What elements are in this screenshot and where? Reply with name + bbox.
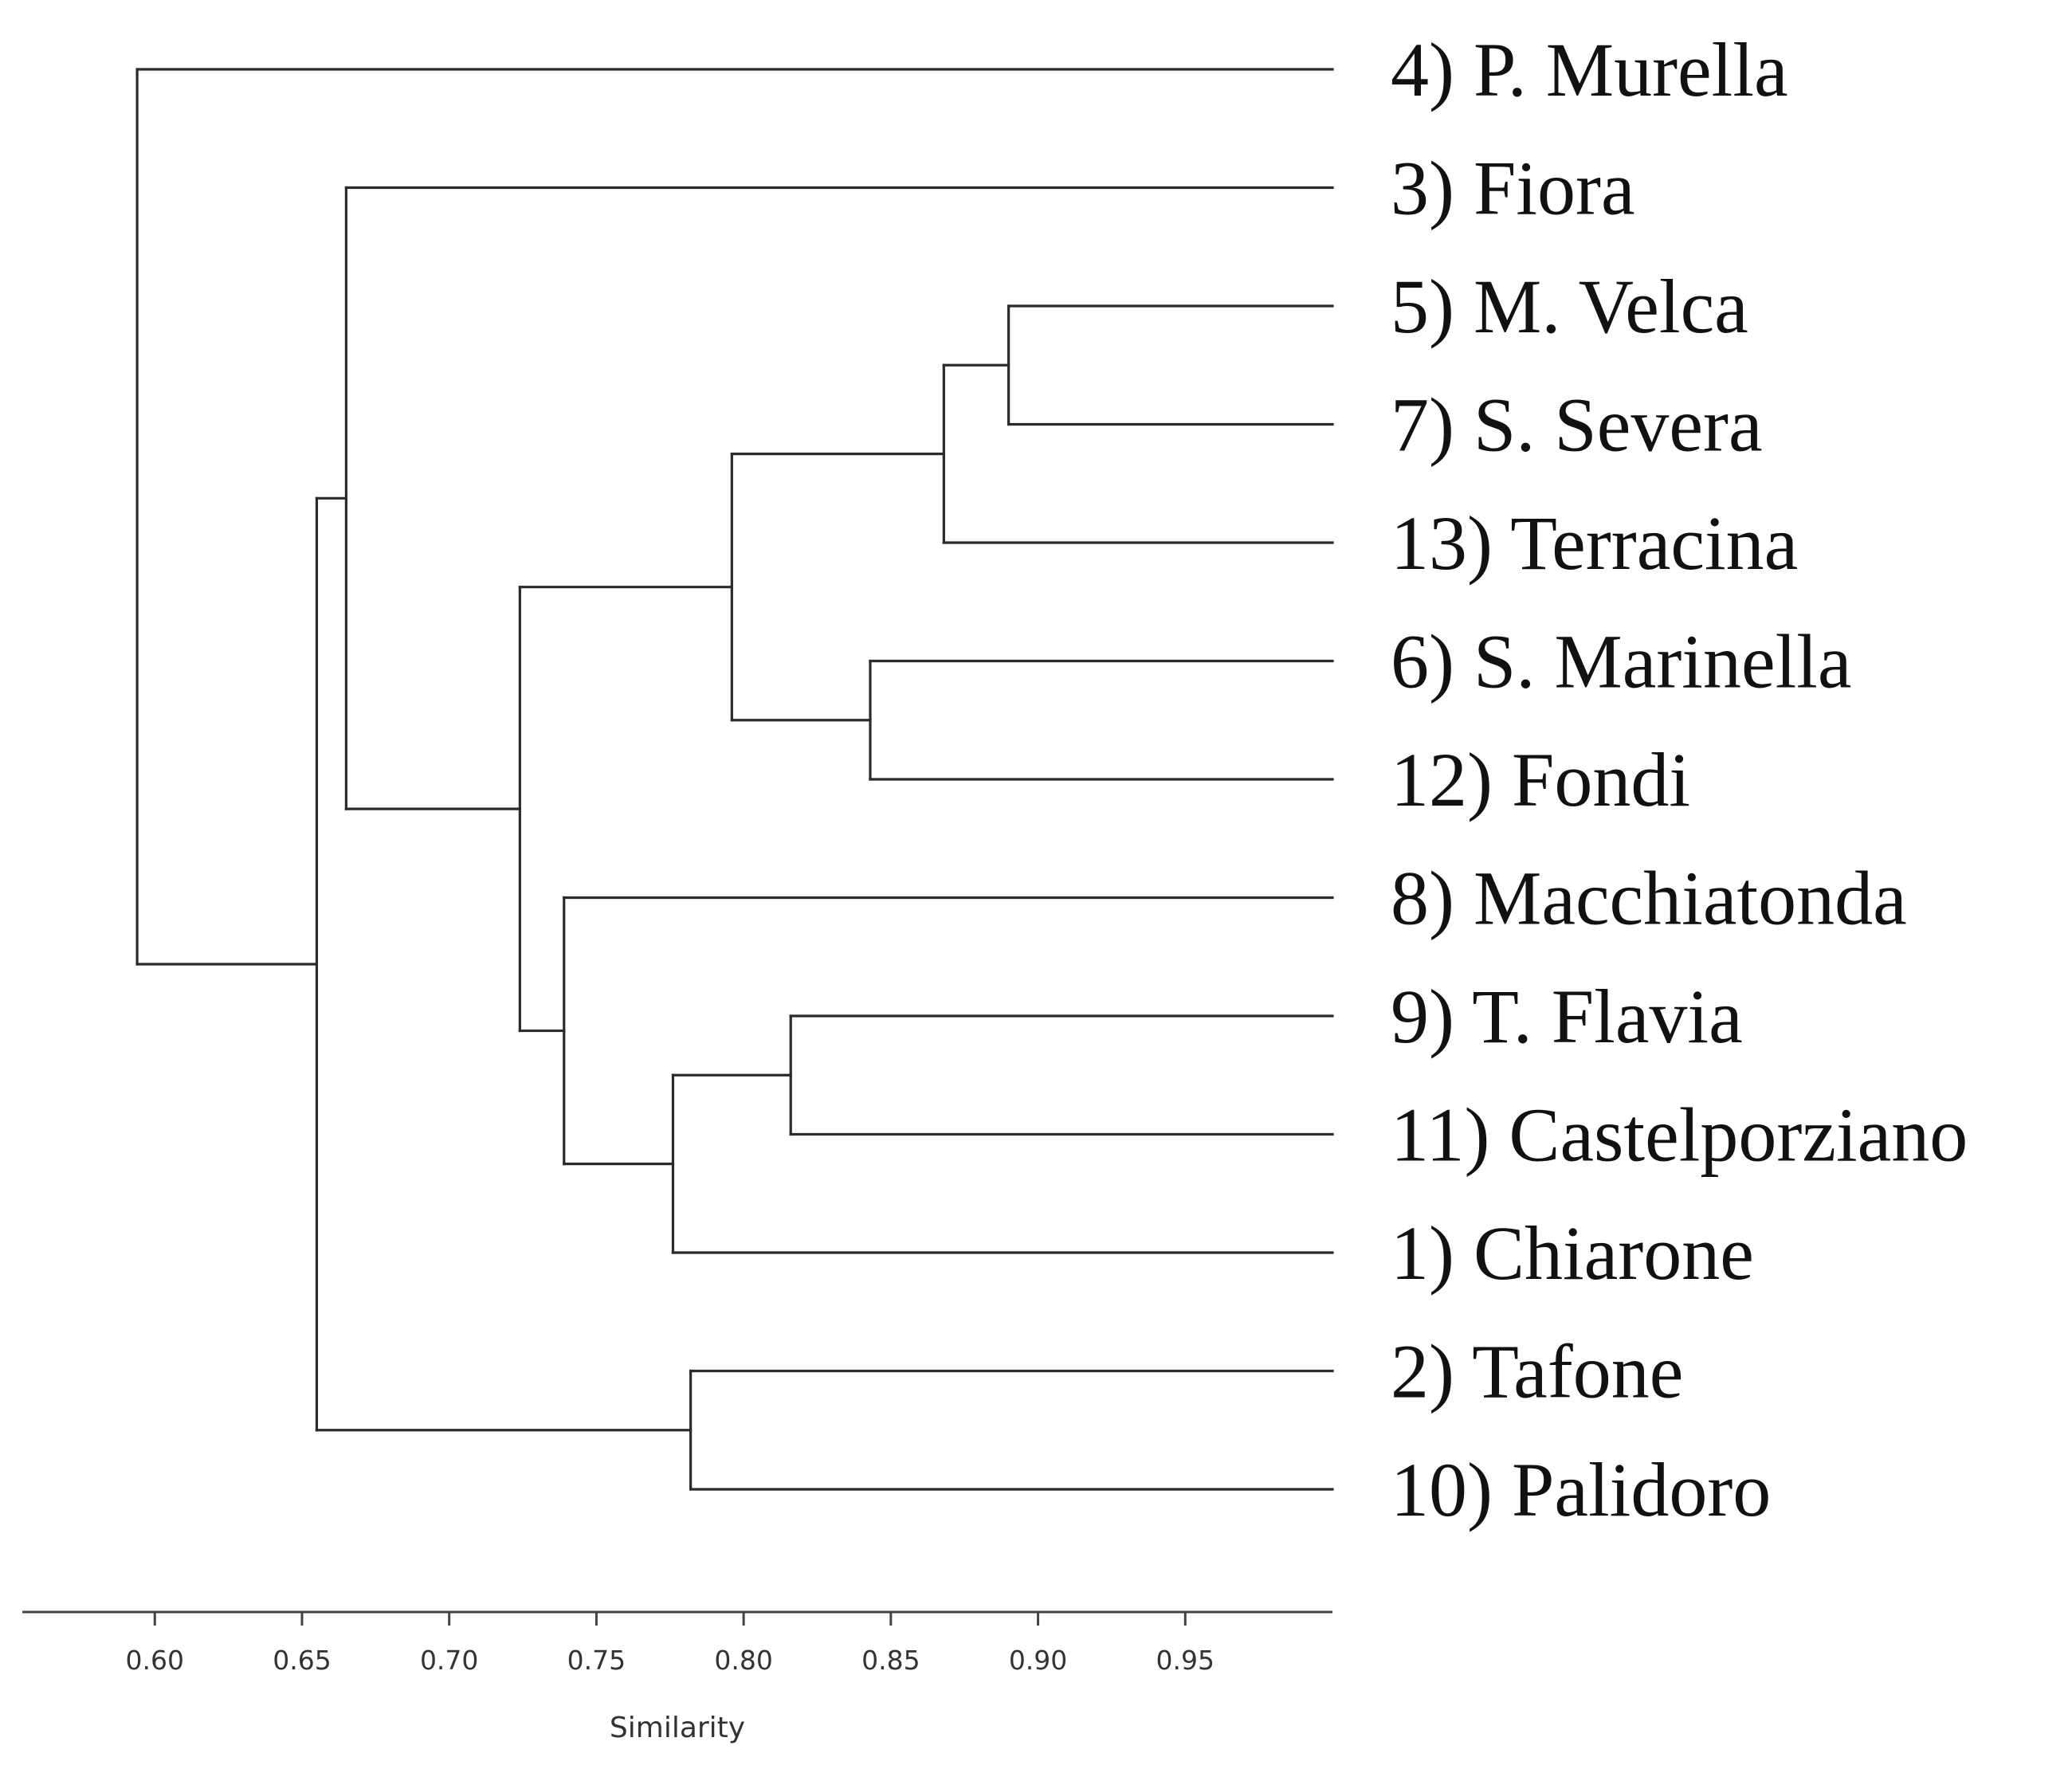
x-tick-label: 0.75 <box>567 1645 626 1676</box>
x-axis-title: Similarity <box>610 1712 745 1744</box>
x-tick-label: 0.95 <box>1156 1645 1215 1676</box>
leaf-label: 10) Palidoro <box>1391 1447 1771 1532</box>
x-tick-label: 0.90 <box>1009 1645 1067 1676</box>
leaf-label: 13) Terracina <box>1391 500 1798 586</box>
x-tick-label: 0.70 <box>420 1645 478 1676</box>
leaf-label: 4) P. Murella <box>1391 27 1788 112</box>
leaf-label: 3) Fiora <box>1391 146 1635 231</box>
leaf-label: 5) M. Velca <box>1391 264 1748 349</box>
leaf-label: 6) S. Marinella <box>1391 619 1852 704</box>
leaf-label: 9) T. Flavia <box>1391 974 1743 1059</box>
x-tick-label: 0.85 <box>861 1645 920 1676</box>
leaf-label: 12) Fondi <box>1391 737 1690 822</box>
x-axis-ticks: 0.60 0.65 0.70 0.75 0.80 0.85 0.90 0.95 <box>126 1612 1215 1676</box>
x-tick-label: 0.65 <box>273 1645 331 1676</box>
leaf-label: 2) Tafone <box>1391 1329 1683 1414</box>
leaf-label: 8) Macchiatonda <box>1391 856 1907 941</box>
x-axis: 0.60 0.65 0.70 0.75 0.80 0.85 0.90 0.95 Similar… <box>22 1610 1332 1744</box>
dendrogram-branches <box>135 68 1334 1491</box>
leaf-label: 7) S. Severa <box>1391 382 1763 468</box>
leaf-label: 11) Castelporziano <box>1391 1092 1968 1178</box>
x-tick-label: 0.80 <box>714 1645 772 1676</box>
x-tick-label: 0.60 <box>126 1645 184 1676</box>
leaf-label: 1) Chiarone <box>1391 1210 1754 1296</box>
leaf-labels: 4) P. Murella 3) Fiora 5) M. Velca 7) S. Se… <box>1391 27 1968 1532</box>
